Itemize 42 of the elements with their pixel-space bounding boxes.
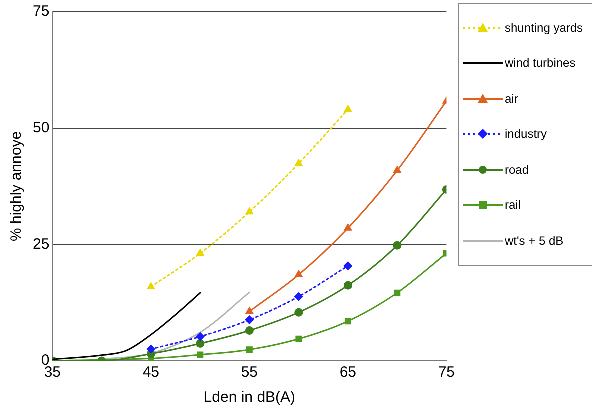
point: [245, 316, 254, 324]
point: [196, 249, 204, 256]
x-tick-label: 65: [340, 364, 357, 382]
point: [344, 281, 352, 290]
point: [245, 326, 254, 336]
x-tick-label: 75: [438, 364, 455, 382]
point: [246, 208, 254, 215]
point: [393, 241, 402, 250]
point: [344, 262, 352, 270]
point: [294, 292, 304, 302]
x-axis-title: Lden in dB(A): [204, 389, 296, 406]
x-tick-label: 55: [241, 364, 258, 382]
point: [394, 166, 402, 174]
point: [196, 340, 205, 348]
point: [295, 159, 303, 166]
y-tick-label: 75: [32, 3, 50, 20]
point: [197, 352, 204, 358]
point: [146, 345, 156, 354]
point: [344, 224, 352, 231]
point: [294, 308, 304, 317]
point: [295, 270, 303, 278]
point: [296, 336, 302, 342]
legend-label: industry: [505, 127, 548, 142]
legend-label: air: [505, 92, 518, 106]
y-tick-label: 50: [32, 119, 50, 136]
x-tick-label: 35: [44, 364, 62, 382]
legend-label: shunting yards: [505, 20, 584, 35]
x-tick-label: 45: [142, 364, 160, 382]
point: [344, 318, 352, 325]
legend-label: road: [505, 162, 530, 177]
y-axis-title: % highly annoye: [8, 131, 26, 242]
point: [394, 290, 401, 296]
point: [246, 307, 254, 314]
legend-label: wind turbines: [505, 56, 576, 70]
legend-label: wt's + 5 dB: [505, 234, 564, 248]
point: [246, 346, 253, 354]
legend-label: rail: [505, 198, 522, 212]
point: [147, 282, 155, 290]
y-tick-label: 25: [32, 236, 50, 253]
line-series: [52, 292, 202, 360]
point: [196, 332, 205, 342]
point: [344, 105, 352, 112]
